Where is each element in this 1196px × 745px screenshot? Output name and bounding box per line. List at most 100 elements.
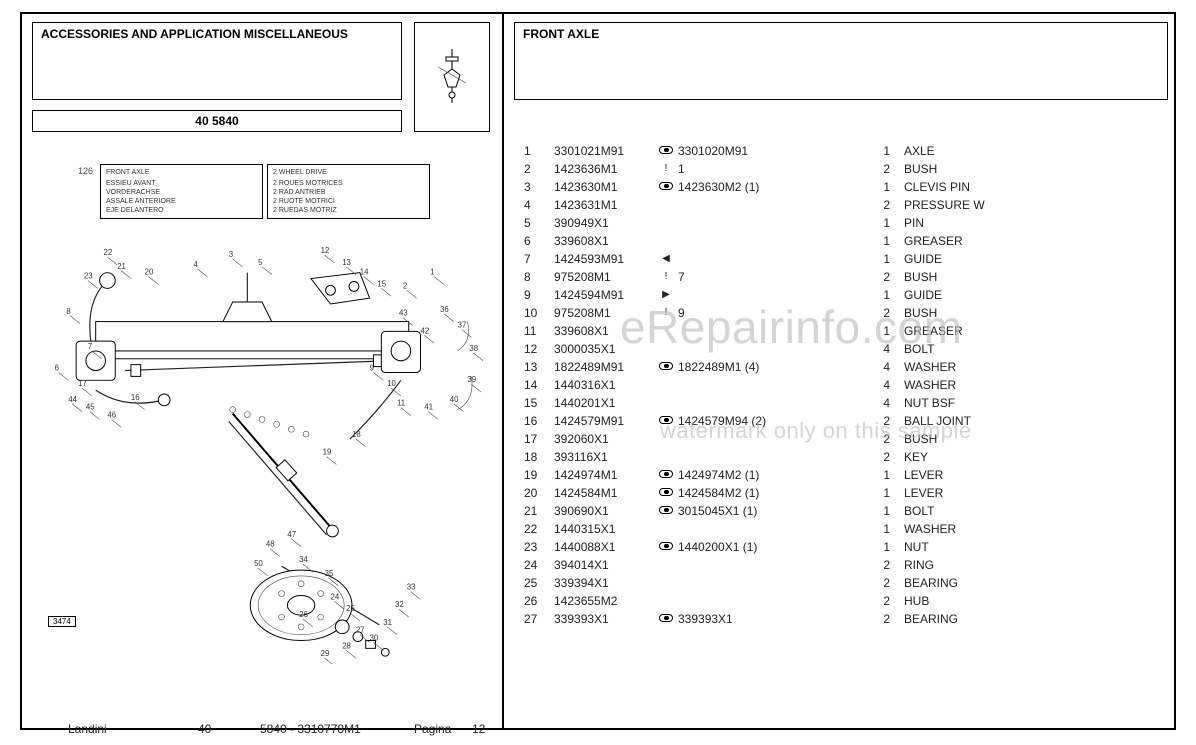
diagram-callout: 41 — [424, 403, 433, 412]
diagram-callout: 47 — [287, 530, 296, 539]
col-description: BOLT — [890, 502, 934, 520]
col-ref: 15 — [524, 394, 554, 412]
col-alt-part: 1424974M2 (1) — [678, 466, 808, 484]
parts-row: 21423636M1!12BUSH — [524, 160, 985, 178]
col-qty: 2 — [870, 160, 890, 178]
col-gap — [808, 340, 870, 358]
col-ref: 14 — [524, 376, 554, 394]
col-alt-part — [678, 556, 808, 574]
diagram-callout: 28 — [342, 641, 351, 650]
exploded-diagram: 2221232043512131415218761744454616434236… — [32, 214, 492, 664]
col-ref: 26 — [524, 592, 554, 610]
parts-row: 231440088X11440200X1 (1)1NUT — [524, 538, 985, 556]
col-part-number: 3301021M91 — [554, 142, 654, 160]
diagram-leader — [424, 335, 434, 343]
col-alt-part — [678, 430, 808, 448]
diagram-callout: 50 — [254, 559, 263, 568]
diagram-callout: 20 — [145, 268, 154, 277]
col-ref: 8 — [524, 268, 554, 286]
col-gap — [808, 142, 870, 160]
diagram-callout: 1 — [430, 268, 434, 277]
parts-row: 6339608X11GREASER — [524, 232, 985, 250]
diagram-callout: 30 — [370, 634, 379, 643]
col-ref: 17 — [524, 430, 554, 448]
col-description: BALL JOINT — [890, 412, 971, 430]
col-alt-part: 3015045X1 (1) — [678, 502, 808, 520]
diagram-callout: 37 — [458, 320, 467, 329]
diagram-callout: 40 — [450, 395, 459, 404]
col-qty: 2 — [870, 556, 890, 574]
col-description: CLEVIS PIN — [890, 178, 970, 196]
col-gap — [808, 502, 870, 520]
col-ref: 23 — [524, 538, 554, 556]
diagram-leader — [82, 388, 92, 396]
col-ref: 9 — [524, 286, 554, 304]
col-alt-part — [678, 196, 808, 214]
diagram-leader — [346, 650, 356, 658]
col-qty: 4 — [870, 394, 890, 412]
parts-row: 161424579M911424579M94 (2)2BALL JOINT — [524, 412, 985, 430]
col-description: BEARING — [890, 574, 958, 592]
col-gap — [808, 484, 870, 502]
diagram-callout: 26 — [299, 610, 308, 619]
drill-icon — [432, 47, 472, 107]
col-description: GUIDE — [890, 250, 942, 268]
diagram-leader — [88, 281, 98, 289]
diagram-leader — [454, 404, 464, 412]
col-symbol — [654, 412, 678, 430]
col-description: LEVER — [890, 466, 943, 484]
parts-row: 18393116X12KEY — [524, 448, 985, 466]
parts-row: 201424584M11424584M2 (1)1LEVER — [524, 484, 985, 502]
diagram-callout: 19 — [323, 448, 332, 457]
col-symbol — [654, 466, 678, 484]
col-part-number: 339608X1 — [554, 232, 654, 250]
col-gap — [808, 358, 870, 376]
col-description: BEARING — [890, 610, 958, 628]
col-qty: 2 — [870, 610, 890, 628]
col-description: NUT BSF — [890, 394, 955, 412]
col-part-number: 1822489M91 — [554, 358, 654, 376]
col-ref: 25 — [524, 574, 554, 592]
diagram-leader — [327, 457, 337, 465]
col-qty: 2 — [870, 196, 890, 214]
col-part-number: 1424593M91 — [554, 250, 654, 268]
col-description: NUT — [890, 538, 929, 556]
diagram-callout: 6 — [55, 364, 59, 373]
diagram-callout: 10 — [387, 379, 396, 388]
left-pane: ACCESSORIES AND APPLICATION MISCELLANEOU… — [22, 14, 500, 728]
col-symbol: ◀ — [654, 250, 678, 268]
diagram-leader — [258, 568, 268, 576]
col-description: BUSH — [890, 304, 937, 322]
col-symbol — [654, 430, 678, 448]
diagram-callout: 45 — [86, 403, 95, 412]
col-qty: 2 — [870, 592, 890, 610]
footer-col4-val: 12 — [472, 722, 485, 736]
exploded-diagram-svg: 2221232043512131415218761744454616434236… — [32, 214, 492, 664]
col-alt-part — [678, 250, 808, 268]
col-alt-part: 1822489M1 (4) — [678, 358, 808, 376]
col-gap — [808, 538, 870, 556]
col-ref: 16 — [524, 412, 554, 430]
col-ref: 18 — [524, 448, 554, 466]
col-part-number: 1424594M91 — [554, 286, 654, 304]
col-description: BUSH — [890, 160, 937, 178]
legend-1-line-2: ASSALE ANTERIORE — [106, 197, 257, 206]
diagram-leader — [381, 288, 391, 296]
diagram-leader — [411, 592, 421, 600]
col-part-number: 1440316X1 — [554, 376, 654, 394]
col-description: LEVER — [890, 484, 943, 502]
col-alt-part: 1424584M2 (1) — [678, 484, 808, 502]
col-description: AXLE — [890, 142, 935, 160]
col-symbol — [654, 448, 678, 466]
col-part-number: 339394X1 — [554, 574, 654, 592]
col-ref: 10 — [524, 304, 554, 322]
parts-row: 71424593M91◀1GUIDE — [524, 250, 985, 268]
diagram-leader — [72, 404, 82, 412]
col-description: BUSH — [890, 430, 937, 448]
diagram-callout: 2 — [403, 281, 407, 290]
diagram-leader — [374, 372, 384, 380]
diagram-leader — [121, 271, 131, 279]
col-symbol — [654, 376, 678, 394]
col-alt-part: 9 — [678, 304, 808, 322]
col-ref: 4 — [524, 196, 554, 214]
